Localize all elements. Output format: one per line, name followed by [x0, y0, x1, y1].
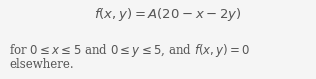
- Text: elsewhere.: elsewhere.: [9, 58, 74, 71]
- Text: for $0 \leq x \leq 5$ and $0 \leq y \leq 5$, and $f(x, y) = 0$: for $0 \leq x \leq 5$ and $0 \leq y \leq…: [9, 42, 251, 59]
- Text: $f(x, y) = A(20 - x - 2y)$: $f(x, y) = A(20 - x - 2y)$: [94, 6, 241, 23]
